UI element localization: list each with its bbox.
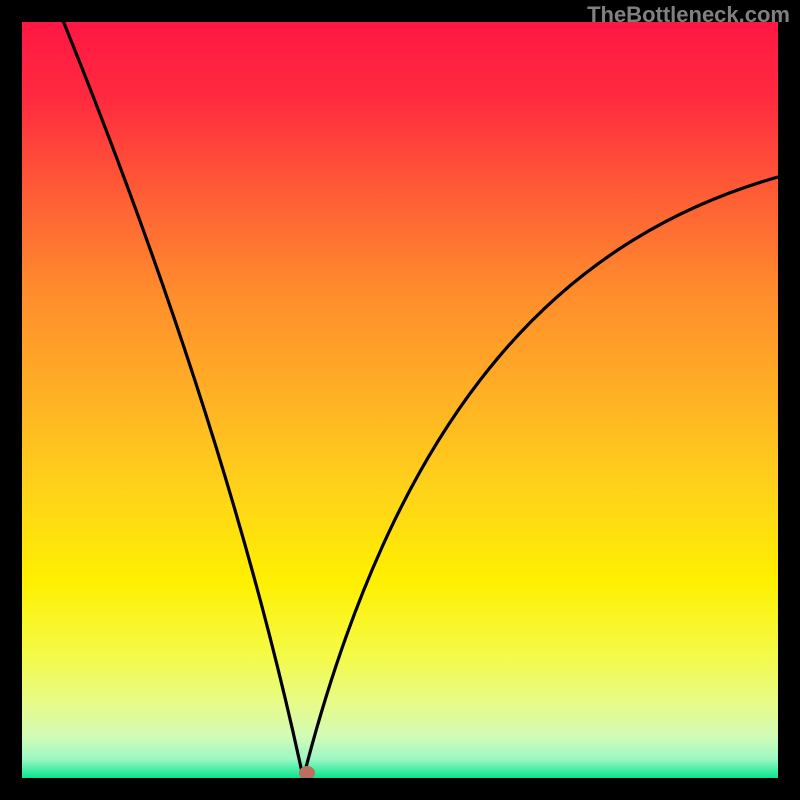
chart-container: TheBottleneck.com bbox=[0, 0, 800, 800]
plot-area bbox=[22, 22, 778, 778]
watermark-text: TheBottleneck.com bbox=[587, 2, 790, 28]
optimal-point-marker bbox=[299, 766, 315, 778]
bottleneck-curve bbox=[22, 22, 778, 778]
